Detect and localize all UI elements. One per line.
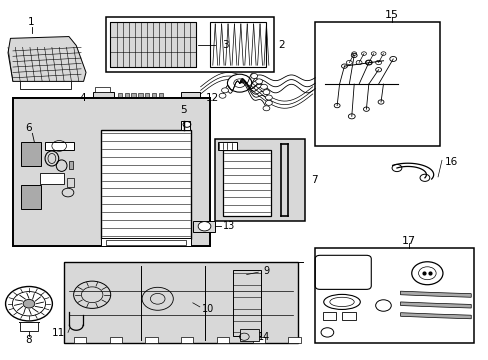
- Text: 15: 15: [384, 10, 398, 20]
- Bar: [95, 87, 110, 93]
- Polygon shape: [400, 291, 470, 297]
- Bar: [210, 22, 266, 67]
- Bar: [40, 173, 64, 184]
- Bar: [138, 93, 142, 98]
- Circle shape: [265, 100, 272, 105]
- Circle shape: [198, 222, 210, 231]
- Bar: [181, 93, 199, 104]
- Bar: [322, 312, 335, 320]
- Text: 4: 4: [79, 93, 86, 103]
- Circle shape: [263, 106, 269, 111]
- Bar: [124, 93, 129, 98]
- Bar: [222, 149, 271, 216]
- Text: 3: 3: [222, 40, 229, 50]
- Circle shape: [219, 93, 225, 98]
- Circle shape: [255, 79, 262, 84]
- Bar: [131, 93, 136, 98]
- Bar: [341, 312, 355, 320]
- Bar: [101, 238, 190, 246]
- Bar: [232, 270, 260, 336]
- Circle shape: [227, 74, 251, 92]
- Bar: [145, 93, 149, 98]
- Bar: [101, 130, 190, 239]
- Circle shape: [23, 300, 35, 308]
- Circle shape: [221, 88, 228, 93]
- Bar: [93, 93, 114, 104]
- Text: 2: 2: [278, 40, 285, 50]
- Text: 1: 1: [27, 17, 34, 27]
- Bar: [21, 142, 41, 166]
- Text: 10: 10: [202, 304, 214, 314]
- Bar: [181, 337, 193, 343]
- Bar: [66, 178, 74, 187]
- Circle shape: [250, 73, 257, 78]
- Bar: [44, 142, 74, 149]
- Bar: [13, 98, 210, 246]
- Bar: [64, 262, 298, 343]
- Text: 6: 6: [25, 123, 31, 133]
- Bar: [181, 121, 189, 130]
- Text: 11: 11: [52, 328, 65, 338]
- Bar: [118, 93, 122, 98]
- Polygon shape: [400, 313, 470, 319]
- Bar: [315, 22, 439, 146]
- Bar: [158, 93, 163, 98]
- Bar: [64, 262, 298, 343]
- Circle shape: [260, 84, 267, 89]
- Text: 5: 5: [180, 105, 186, 115]
- Bar: [215, 139, 305, 221]
- Bar: [13, 98, 210, 246]
- Bar: [69, 161, 73, 169]
- Bar: [110, 22, 195, 67]
- Bar: [105, 17, 273, 72]
- Polygon shape: [400, 302, 470, 308]
- Text: 17: 17: [401, 236, 415, 246]
- Bar: [13, 98, 210, 246]
- Bar: [145, 337, 157, 343]
- Bar: [216, 337, 228, 343]
- Bar: [142, 112, 168, 121]
- Text: 13: 13: [223, 221, 235, 231]
- Text: 16: 16: [444, 157, 457, 167]
- Bar: [217, 142, 237, 149]
- Circle shape: [263, 90, 269, 95]
- Text: 12: 12: [205, 93, 218, 103]
- Bar: [252, 337, 264, 343]
- Text: 7: 7: [311, 175, 317, 185]
- Bar: [21, 185, 41, 209]
- Bar: [239, 329, 259, 341]
- Bar: [315, 248, 473, 343]
- Bar: [20, 321, 38, 330]
- Bar: [152, 93, 156, 98]
- Bar: [20, 81, 71, 89]
- Bar: [193, 221, 215, 232]
- Polygon shape: [8, 37, 86, 81]
- Text: 8: 8: [25, 334, 32, 345]
- Bar: [109, 337, 122, 343]
- Text: 9: 9: [263, 266, 268, 275]
- Bar: [288, 337, 300, 343]
- Bar: [115, 98, 171, 114]
- Bar: [105, 240, 185, 244]
- Bar: [74, 337, 86, 343]
- Circle shape: [265, 95, 272, 100]
- Text: 14: 14: [258, 332, 270, 342]
